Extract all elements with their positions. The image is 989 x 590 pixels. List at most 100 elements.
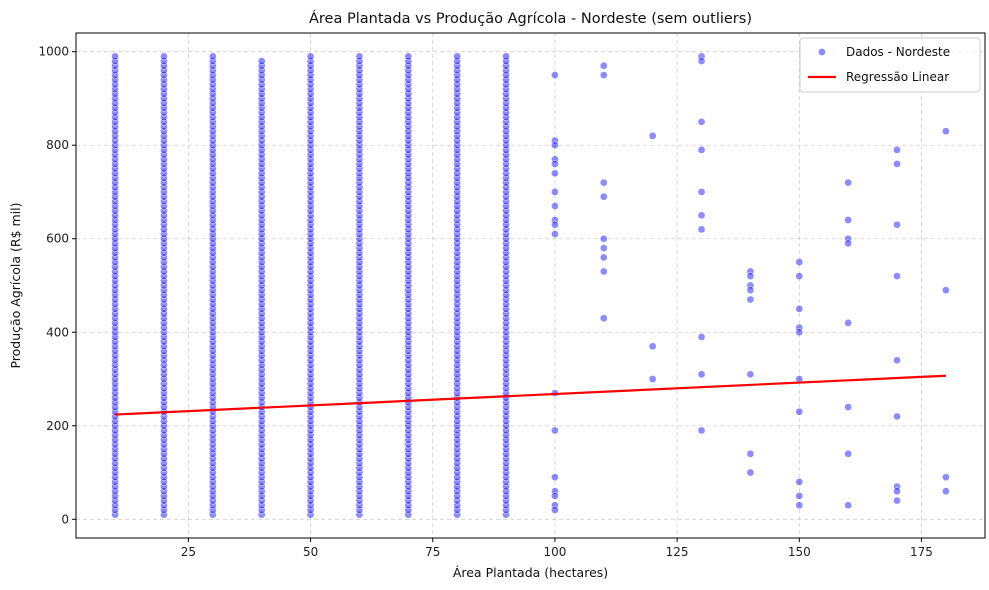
data-point: [453, 253, 462, 262]
data-point: [160, 276, 168, 285]
data-point: [648, 342, 657, 351]
data-point: [208, 426, 217, 435]
data-point: [502, 267, 510, 276]
data-point: [404, 459, 413, 468]
data-point: [257, 211, 266, 220]
data-point: [208, 421, 217, 430]
data-point: [111, 89, 119, 98]
data-point: [257, 136, 266, 145]
data-point: [453, 342, 462, 351]
data-point: [746, 370, 755, 379]
data-point: [306, 132, 315, 140]
data-point: [257, 80, 266, 89]
data-point: [551, 136, 559, 145]
data-point: [306, 276, 315, 285]
data-point: [160, 370, 168, 379]
data-point: [111, 239, 119, 248]
data-point: [404, 431, 413, 439]
data-point: [111, 365, 119, 374]
data-point: [208, 248, 217, 257]
data-point: [404, 506, 413, 514]
data-point: [551, 426, 559, 435]
data-point: [111, 108, 119, 117]
data-point: [502, 202, 510, 210]
data-point: [208, 295, 217, 304]
data-point: [453, 113, 462, 122]
data-point: [404, 361, 413, 369]
data-point: [160, 188, 168, 196]
data-point: [453, 492, 462, 500]
data-point: [160, 174, 168, 182]
data-point: [306, 384, 315, 393]
data-point: [551, 230, 559, 238]
data-point: [502, 295, 510, 304]
data-point: [404, 141, 413, 150]
data-point: [453, 440, 462, 449]
data-point: [306, 61, 315, 70]
data-point: [502, 122, 510, 131]
data-point: [453, 305, 462, 313]
data-point: [453, 136, 462, 145]
data-point: [795, 323, 804, 332]
data-point: [257, 220, 266, 229]
legend: Dados - Nordeste Regressão Linear: [799, 37, 981, 93]
data-point: [453, 276, 462, 285]
data-point: [306, 136, 315, 145]
data-point: [453, 449, 462, 458]
data-point: [306, 234, 315, 243]
data-point: [355, 206, 364, 215]
data-point: [111, 141, 119, 150]
data-point: [111, 75, 119, 84]
data-point: [160, 421, 168, 430]
data-point: [551, 506, 559, 514]
data-point: [306, 178, 315, 187]
data-point: [257, 244, 266, 252]
data-point: [306, 347, 315, 355]
data-point: [306, 393, 315, 402]
data-point: [160, 197, 168, 206]
data-point: [355, 94, 364, 103]
data-point: [257, 71, 266, 79]
data-point: [208, 89, 217, 98]
data-point: [306, 57, 315, 65]
data-point: [404, 356, 413, 365]
data-point: [111, 342, 119, 351]
data-point: [208, 482, 217, 491]
data-point: [355, 225, 364, 234]
data-point: [404, 375, 413, 383]
data-point: [404, 276, 413, 285]
data-point: [404, 122, 413, 131]
data-point: [208, 417, 217, 425]
data-point: [257, 122, 266, 131]
data-point: [111, 52, 119, 61]
data-point: [306, 253, 315, 262]
data-point: [502, 468, 510, 477]
data-point: [453, 174, 462, 182]
data-point: [502, 398, 510, 407]
data-point: [257, 234, 266, 243]
data-point: [257, 267, 266, 276]
data-point: [257, 99, 266, 107]
data-point: [502, 146, 510, 154]
data-point: [355, 468, 364, 477]
data-point: [404, 389, 413, 397]
data-point: [404, 174, 413, 182]
data-point: [404, 94, 413, 103]
data-point: [355, 127, 364, 136]
data-point: [746, 272, 755, 280]
data-point: [942, 487, 950, 496]
data-point: [746, 449, 755, 458]
data-point: [502, 192, 510, 201]
y-tick-label: 800: [46, 138, 69, 152]
data-point: [257, 248, 266, 257]
data-point: [111, 300, 119, 309]
data-point: [208, 309, 217, 318]
data-point: [257, 426, 266, 435]
data-point: [257, 164, 266, 173]
data-point: [502, 309, 510, 318]
data-point: [257, 496, 266, 505]
data-point: [453, 347, 462, 355]
data-point: [453, 117, 462, 126]
data-point: [160, 440, 168, 449]
data-point: [257, 464, 266, 472]
